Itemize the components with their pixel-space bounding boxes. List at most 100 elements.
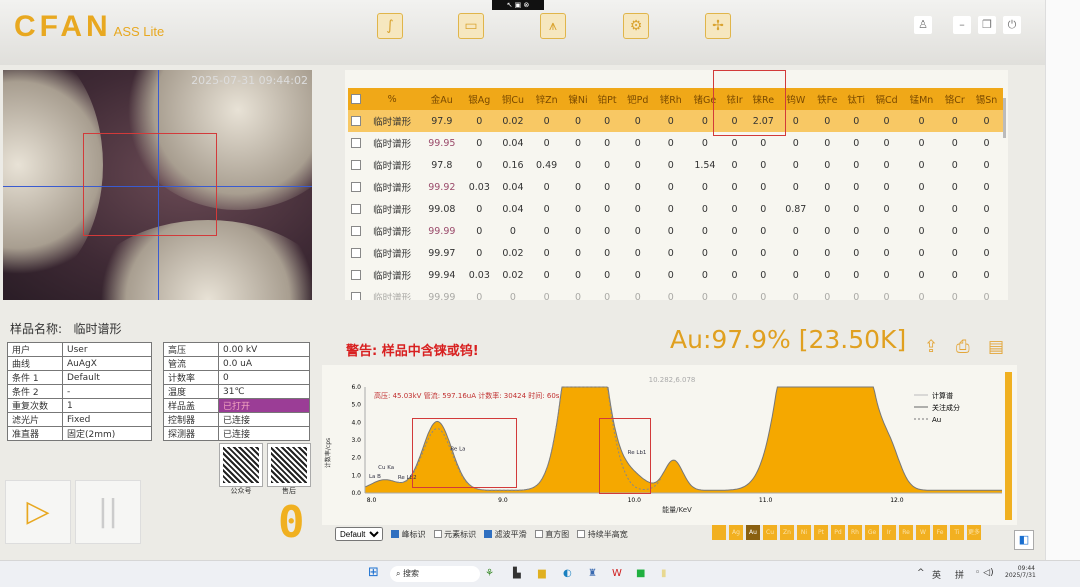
language-indicator[interactable]: 英 [932,571,942,581]
checkbox-option[interactable]: 持续半高宽 [577,529,628,540]
element-button[interactable]: W [916,525,930,540]
element-button[interactable]: Ag [729,525,743,540]
row-checkbox[interactable] [348,264,363,286]
row-checkbox[interactable] [348,242,363,264]
table-cell: 0 [604,247,611,259]
power-button[interactable]: ⏻ [1003,16,1021,34]
clock[interactable]: 09:44 2025/7/31 [1005,565,1036,579]
table-cell: 0 [760,181,767,193]
user-icon[interactable]: ♙ [914,16,932,34]
column-header[interactable]: 银Ag [468,95,491,106]
column-header[interactable]: 铁Fe [817,95,838,106]
wps-icon[interactable]: W [612,568,622,579]
row-checkbox[interactable] [348,220,363,242]
row-checkbox[interactable] [348,198,363,220]
table-row[interactable]: 临时谱形 99.94 0.03 0.02 0 0 0 0 0 0 0 0 0 0 0 0 0 0 0 [348,264,1003,286]
element-button[interactable]: Rh [848,525,862,540]
element-button[interactable]: Au [746,525,760,540]
preset-select[interactable]: Default [335,527,383,541]
restore-button[interactable]: ❐ [978,16,996,34]
settings-gears-icon[interactable]: ⚙ [623,13,649,39]
app-shortcut-icon[interactable]: ◧ [1014,530,1034,550]
element-button[interactable]: Zn [780,525,794,540]
column-header[interactable]: 铑Rh [659,95,682,106]
table-cell: 0 [983,269,990,281]
explorer-icon[interactable]: ▆ [538,568,546,579]
curve-icon[interactable]: ∫ [377,13,403,39]
column-header[interactable]: 铬Cr [944,95,965,106]
element-button[interactable] [712,525,726,540]
column-header[interactable]: 锌Zn [535,95,558,106]
legend-item: 计算谱 [932,391,953,400]
fan-icon[interactable]: ✢ [705,13,731,39]
column-header[interactable]: 镍Ni [568,95,588,106]
row-checkbox[interactable] [348,110,363,132]
element-button[interactable]: Ni [797,525,811,540]
app-icon[interactable]: ♜ [588,568,597,579]
edge-icon[interactable]: ◐ [563,568,572,579]
ime-indicator[interactable]: 拼 [955,571,965,581]
minimize-button[interactable]: – [953,16,971,34]
wechat-icon[interactable]: ■ [636,568,646,579]
report-icon[interactable]: ▤ [988,337,1005,357]
column-header[interactable]: % [387,93,397,105]
column-header[interactable]: 铜Cu [501,95,525,106]
export-icon[interactable]: ⇪ [924,337,939,357]
column-header[interactable]: 锗Ge [693,95,717,106]
row-checkbox[interactable] [348,132,363,154]
column-header[interactable]: 锡Sn [975,95,998,106]
row-checkbox[interactable] [348,176,363,198]
element-button[interactable]: Pd [831,525,845,540]
element-button[interactable]: Ir [882,525,896,540]
column-header[interactable]: 钨W [786,95,806,106]
column-header[interactable]: 钯Pd [627,95,649,106]
table-row[interactable]: 临时谱形 99.92 0.03 0.04 0 0 0 0 0 0 0 0 0 0 0 0 0 0 0 [348,176,1003,198]
table-row[interactable]: 临时谱形 99.99 0 0 0 0 0 0 0 0 0 0 0 0 0 0 0 0 0 [348,220,1003,242]
element-button[interactable]: Re [899,525,913,540]
element-button[interactable]: Ge [865,525,879,540]
checkbox-option[interactable]: 峰标识 [391,529,426,540]
checkbox-option[interactable]: 元素标识 [433,529,476,540]
taskview-icon[interactable]: ▙ [513,568,521,579]
element-button[interactable]: Cu [763,525,777,540]
element-button[interactable]: Ti [950,525,964,540]
spectrum-chart[interactable]: 10.282,6.078 高压: 45.03kV 管流: 597.16uA 计数… [322,365,1017,525]
column-header[interactable]: 锰Mn [909,95,934,106]
search-box[interactable]: ⌕ 搜索 [390,566,480,582]
element-button[interactable]: 更多 [967,525,981,540]
table-row[interactable]: 临时谱形 99.08 0 0.04 0 0 0 0 0 0 0 0 0.87 0 0 0 0 0 0 [348,198,1003,220]
remote-control-bar[interactable]: ↖ ▣ ⊗ [492,0,544,10]
start-button[interactable]: ▷ [5,480,71,544]
row-checkbox[interactable] [348,154,363,176]
column-header[interactable]: 金Au [430,95,453,106]
column-header[interactable]: 铂Pt [597,95,617,106]
notes-icon[interactable]: ▮ [661,568,667,579]
spectrum-icon[interactable]: ⩚ [540,13,566,39]
folder-icon[interactable]: ▭ [458,13,484,39]
column-header[interactable]: 铱Ir [726,95,743,106]
element-button[interactable]: Fe [933,525,947,540]
checkbox-option[interactable]: 直方图 [534,529,569,540]
intensity-bar[interactable] [1005,372,1012,520]
table-row[interactable]: 临时谱形 97.9 0 0.02 0 0 0 0 0 0 0 2.07 0 0 0 0 0 0 0 [348,110,1003,132]
table-cell: 0 [951,291,958,301]
table-row[interactable]: 临时谱形 97.8 0 0.16 0.49 0 0 0 0 1.54 0 0 0 0 0 0 0 0 0 [348,154,1003,176]
tray-chevron-icon[interactable]: ^ [917,568,925,578]
select-all-checkbox[interactable] [348,88,363,110]
start-icon[interactable]: ⊞ [368,565,379,580]
table-row[interactable]: 临时谱形 99.99 0 0 0 0 0 0 0 0 0 0 0 0 0 0 0 0 0 [348,286,1003,300]
column-header[interactable]: 钛Ti [847,95,866,106]
print-icon[interactable]: ⎙ [956,337,970,357]
network-volume-icon[interactable]: ◦ ◁) [975,568,994,578]
column-header[interactable]: 镉Cd [875,95,898,106]
table-row[interactable]: 临时谱形 99.95 0 0.04 0 0 0 0 0 0 0 0 0 0 0 0 0 0 0 [348,132,1003,154]
checkbox-option[interactable]: 滤波平滑 [484,529,527,540]
chart-controls: Default 峰标识 元素标识 滤波平滑 直方图 持续半高宽 [335,527,628,541]
column-header[interactable]: 铼Re [752,95,775,106]
plant-icon[interactable]: ⚘ [485,568,494,579]
element-button[interactable]: Pt [814,525,828,540]
row-checkbox[interactable] [348,286,363,300]
table-row[interactable]: 临时谱形 99.97 0 0.02 0 0 0 0 0 0 0 0 0 0 0 0 0 0 0 [348,242,1003,264]
table-scrollbar[interactable] [1003,98,1006,138]
pause-button[interactable]: || [75,480,141,544]
